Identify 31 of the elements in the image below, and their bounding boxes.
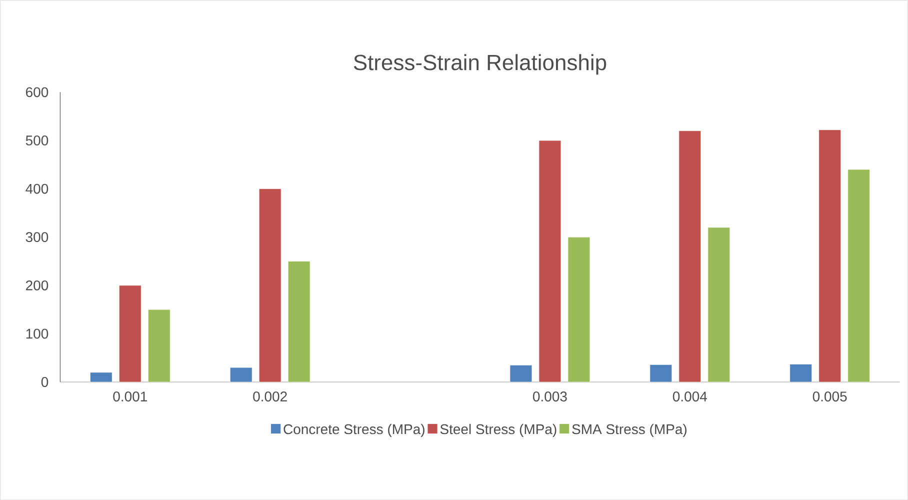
bar	[848, 169, 870, 382]
bar	[118, 285, 142, 382]
legend-label: Concrete Stress (MPa)	[284, 424, 424, 437]
bar	[148, 309, 170, 382]
bar	[538, 140, 562, 382]
bar	[568, 236, 590, 382]
y-tick-label: 100	[26, 328, 48, 339]
bar	[650, 364, 672, 382]
y-tick-label: 400	[26, 184, 48, 194]
bar	[678, 130, 702, 382]
y-tick-label: 200	[26, 280, 48, 290]
x-tick-label: 0.002	[253, 391, 287, 402]
bar	[510, 364, 532, 382]
bar	[90, 372, 112, 382]
bar	[258, 188, 282, 382]
y-tick-label: 0	[41, 376, 48, 387]
x-tick-label: 0.003	[533, 391, 567, 402]
chart-title: Stress-Strain Relationship	[354, 54, 606, 75]
bar	[790, 364, 812, 382]
bar	[288, 260, 310, 382]
bar	[818, 130, 842, 382]
x-tick-label: 0.004	[672, 391, 707, 402]
legend-label: SMA Stress (MPa)	[572, 424, 686, 437]
y-tick-label: 300	[26, 232, 48, 242]
x-tick-label: 0.005	[812, 391, 847, 402]
bar	[708, 227, 730, 382]
y-tick-label: 500	[26, 135, 48, 146]
bar	[230, 367, 252, 382]
y-tick-label: 600	[26, 87, 48, 98]
legend-label: Steel Stress (MPa)	[440, 424, 556, 437]
x-tick-label: 0.001	[113, 391, 147, 402]
